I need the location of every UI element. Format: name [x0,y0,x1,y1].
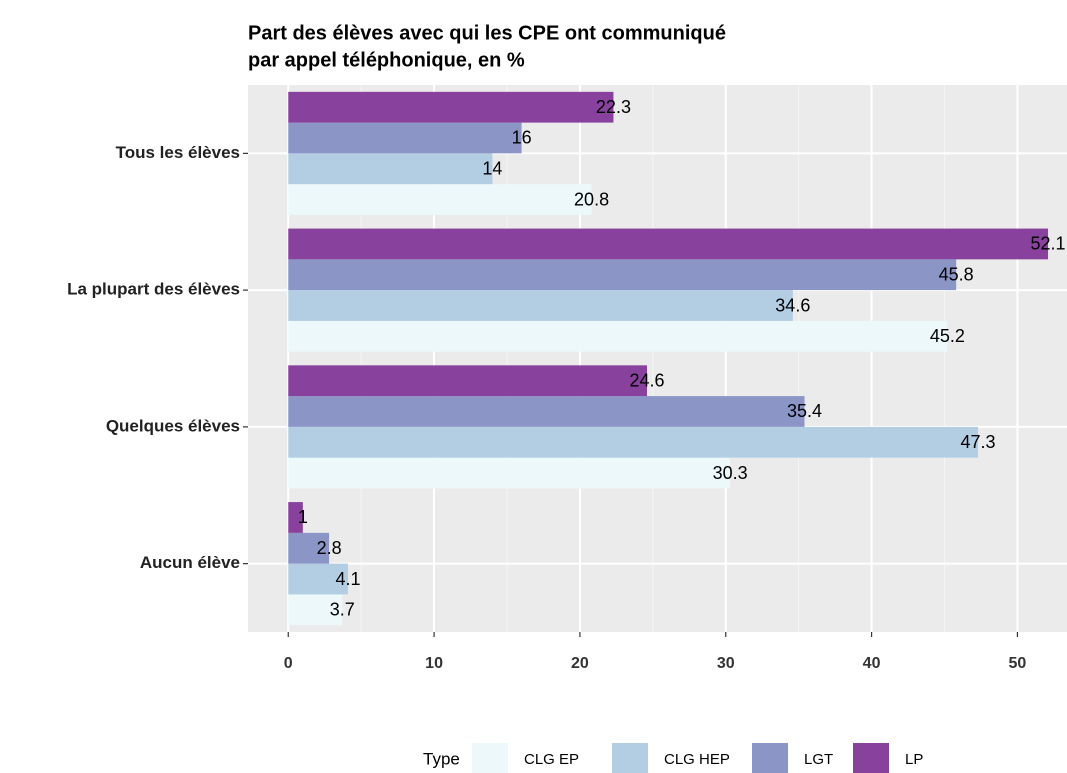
value-label: 24.6 [629,370,664,390]
bar [288,594,343,626]
bar [288,184,592,215]
chart-title: par appel téléphonique, en % [248,49,525,71]
x-tick-label: 40 [863,655,881,672]
y-tick-label: Quelques élèves [106,416,240,435]
value-label: 47.3 [961,432,996,452]
value-label: 45.8 [939,264,974,284]
bar [288,153,493,185]
bar [288,365,647,397]
value-label: 4.1 [336,569,361,589]
bar [288,259,957,291]
bar [288,426,979,458]
legend-label: CLG HEP [664,751,730,768]
bar [288,457,731,489]
value-label: 14 [482,159,502,179]
x-tick-label: 30 [717,655,735,672]
chart-title: Part des élèves avec qui les CPE ont com… [248,22,726,44]
x-tick-label: 20 [571,655,589,672]
value-label: 34.6 [775,295,810,315]
value-label: 16 [512,128,532,148]
bar [288,228,1049,260]
value-label: 2.8 [317,538,342,558]
bar [288,91,614,123]
value-label: 45.2 [930,326,965,346]
bar [288,396,805,427]
value-label: 20.8 [574,189,609,209]
y-tick-label: Aucun élève [140,553,240,572]
legend-label: CLG EP [524,751,579,768]
bar [288,563,349,595]
value-label: 22.3 [596,97,631,117]
value-label: 30.3 [713,463,748,483]
y-tick-label: La plupart des élèves [67,280,240,299]
legend-label: LGT [804,751,833,768]
bar [288,502,303,533]
legend-key [752,743,788,773]
legend-label: LP [905,751,923,768]
value-label: 35.4 [787,401,822,421]
value-label: 1 [298,507,308,527]
legend-key [853,743,889,773]
legend-key [472,743,508,773]
legend-key [612,743,648,773]
bar [288,320,948,352]
value-label: 52.1 [1031,234,1066,254]
legend-title: Type [423,749,460,768]
bar [288,532,330,564]
value-label: 3.7 [330,600,355,620]
x-tick-label: 10 [425,655,443,672]
x-tick-label: 50 [1009,655,1027,672]
x-tick-label: 0 [284,655,293,672]
bar [288,122,522,154]
y-tick-label: Tous les élèves [116,143,240,162]
bar [288,290,793,321]
